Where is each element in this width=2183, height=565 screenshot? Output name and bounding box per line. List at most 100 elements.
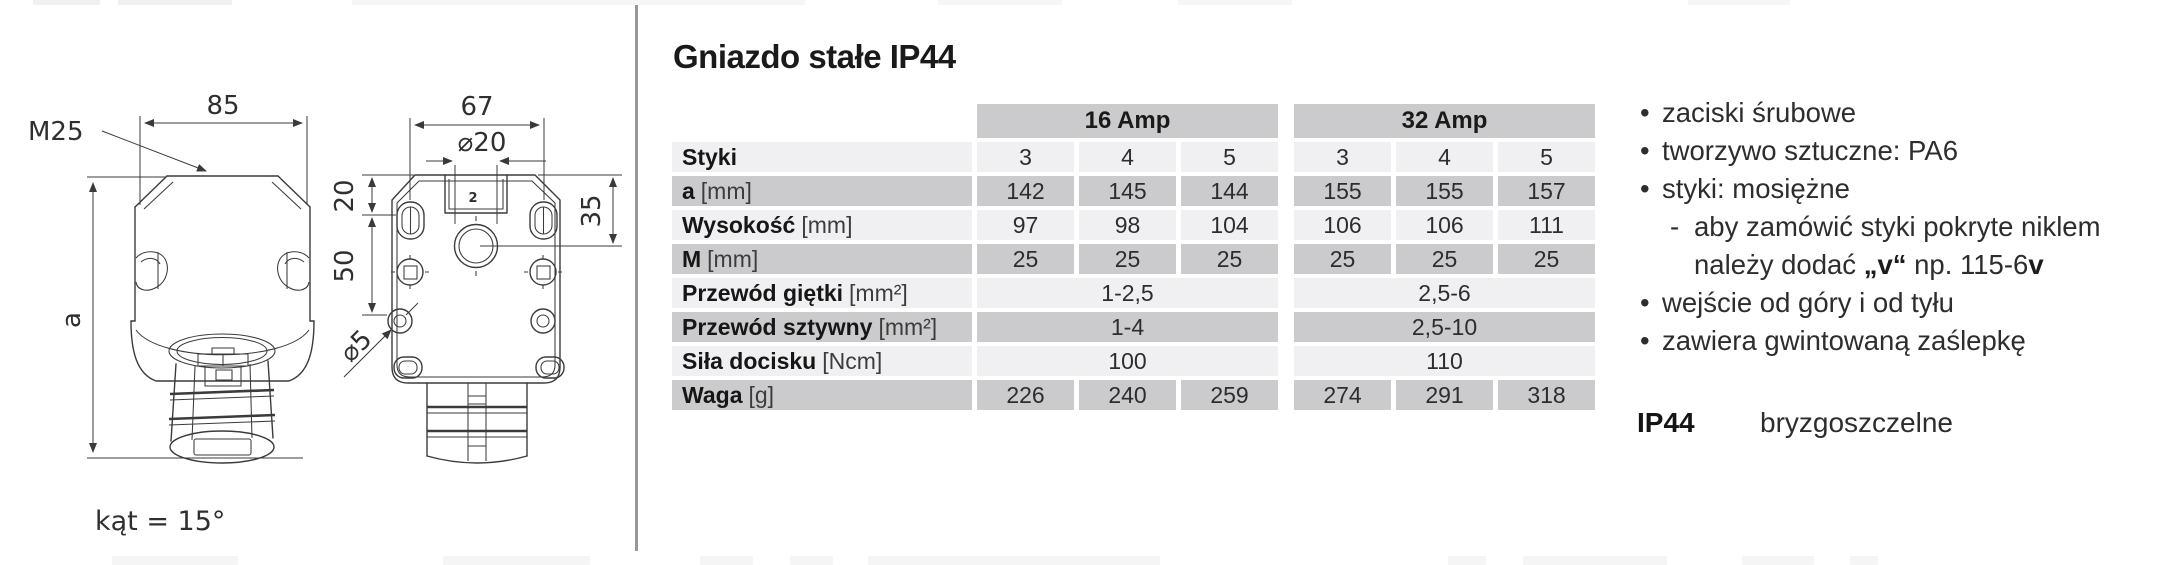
page-crop-artifact bbox=[112, 556, 238, 565]
dim-hole-label: ⌀20 bbox=[458, 128, 507, 158]
table-value-span: 2,5-10 bbox=[1294, 312, 1595, 342]
feature-text: wejście od góry i od tyłu bbox=[1662, 287, 1954, 318]
ip-code: IP44 bbox=[1637, 407, 1695, 438]
technical-drawings: 85 M25 bbox=[28, 91, 622, 537]
dim-width-label: 85 bbox=[206, 91, 239, 121]
table-value: 104 bbox=[1181, 210, 1278, 240]
table-row-styki: Styki 3 4 5 3 4 5 bbox=[672, 142, 1595, 172]
table-value-span: 110 bbox=[1294, 346, 1595, 376]
ip-rating: IP44 bryzgoszczelne bbox=[1637, 407, 1953, 439]
row-label: Wysokość [mm] bbox=[672, 210, 972, 240]
table-row-m: M [mm] 25 25 25 25 25 25 bbox=[672, 244, 1595, 274]
table-value: 97 bbox=[977, 210, 1074, 240]
table-row-przewod-gietki: Przewód giętki [mm²] 1-2,5 2,5-6 bbox=[672, 278, 1595, 308]
table-row-a: a [mm] 142 145 144 155 155 157 bbox=[672, 176, 1595, 206]
table-corner-cell bbox=[672, 104, 972, 138]
row-label: Styki bbox=[672, 142, 972, 172]
column-group-32amp: 32 Amp bbox=[1294, 104, 1595, 138]
dim-offset-right-label: 35 bbox=[577, 194, 607, 227]
bullet-icon: • bbox=[1640, 97, 1650, 128]
dim-offset-mid-label: 50 bbox=[330, 249, 360, 282]
mold-mark: 2 bbox=[468, 191, 477, 206]
dim-offset-top-label: 20 bbox=[330, 179, 360, 212]
dash-icon: - bbox=[1670, 211, 1680, 242]
table-row-wysokosc: Wysokość [mm] 97 98 104 106 106 111 bbox=[672, 210, 1595, 240]
table-value: 274 bbox=[1294, 380, 1391, 410]
table-value: 25 bbox=[1181, 244, 1278, 274]
table-value: 240 bbox=[1079, 380, 1176, 410]
table-value: 145 bbox=[1079, 176, 1176, 206]
table-value: 4 bbox=[1396, 142, 1493, 172]
bullet-icon: • bbox=[1640, 135, 1650, 166]
table-value: 157 bbox=[1498, 176, 1595, 206]
ip-description: bryzgoszczelne bbox=[1760, 407, 1953, 438]
table-value: 25 bbox=[1079, 244, 1176, 274]
page-crop-artifact bbox=[118, 0, 232, 5]
table-value: 25 bbox=[1294, 244, 1391, 274]
table-value: 106 bbox=[1396, 210, 1493, 240]
table-row-przewod-sztywny: Przewód sztywny [mm²] 1-4 2,5-10 bbox=[672, 312, 1595, 342]
column-group-16amp: 16 Amp bbox=[977, 104, 1278, 138]
row-label: Przewód sztywny [mm²] bbox=[672, 312, 972, 342]
feature-list: • zaciski śrubowe • tworzywo sztuczne: P… bbox=[1640, 94, 2183, 360]
drawing-front-view: 85 M25 bbox=[28, 91, 315, 537]
page-crop-artifact bbox=[1448, 556, 1486, 565]
page-title: Gniazdo stałe IP44 bbox=[673, 38, 956, 76]
page-crop-artifact bbox=[938, 0, 1062, 5]
table-row-sila-docisku: Siła docisku [Ncm] 100 110 bbox=[672, 346, 1595, 376]
thread-size-label: M25 bbox=[28, 117, 84, 147]
angle-note: kąt = 15° bbox=[95, 506, 225, 537]
drawing-back-view: 67 ⌀20 20 50 35 ⌀5 bbox=[330, 92, 622, 464]
table-value: 155 bbox=[1294, 176, 1391, 206]
feature-item: • zaciski śrubowe bbox=[1640, 94, 2183, 132]
table-value-span: 1-2,5 bbox=[977, 278, 1278, 308]
feature-text: styki: mosiężne bbox=[1662, 173, 1850, 204]
page-crop-artifact bbox=[1523, 556, 1667, 565]
table-value: 111 bbox=[1498, 210, 1595, 240]
table-value: 155 bbox=[1396, 176, 1493, 206]
feature-item: • styki: mosiężne bbox=[1640, 170, 2183, 208]
page-crop-artifact bbox=[868, 556, 1160, 565]
page-crop-artifact bbox=[790, 556, 833, 565]
feature-text: zaciski śrubowe bbox=[1662, 97, 1857, 128]
feature-text: tworzywo sztuczne: PA6 bbox=[1662, 135, 1958, 166]
row-label: Waga [g] bbox=[672, 380, 972, 410]
table-value: 144 bbox=[1181, 176, 1278, 206]
table-value: 259 bbox=[1181, 380, 1278, 410]
table-value-span: 1-4 bbox=[977, 312, 1278, 342]
table-value: 226 bbox=[977, 380, 1074, 410]
table-value: 5 bbox=[1181, 142, 1278, 172]
table-value-span: 100 bbox=[977, 346, 1278, 376]
table-value-span: 2,5-6 bbox=[1294, 278, 1595, 308]
feature-item: • wejście od góry i od tyłu bbox=[1640, 284, 2183, 322]
table-value: 3 bbox=[977, 142, 1074, 172]
dim-height-label: a bbox=[57, 312, 87, 328]
table-header-row: 16 Amp 32 Amp bbox=[672, 104, 1595, 138]
page-crop-artifact bbox=[1850, 556, 1878, 565]
feature-subitem: - aby zamówić styki pokryte niklem należ… bbox=[1640, 208, 2183, 284]
row-label: a [mm] bbox=[672, 176, 972, 206]
bullet-icon: • bbox=[1640, 173, 1650, 204]
section-divider bbox=[635, 5, 638, 551]
table-value: 25 bbox=[1396, 244, 1493, 274]
table-value: 25 bbox=[1498, 244, 1595, 274]
row-label: Przewód giętki [mm²] bbox=[672, 278, 972, 308]
dim-width-label: 67 bbox=[460, 92, 493, 122]
page-crop-artifact bbox=[443, 556, 590, 565]
page-crop-artifact bbox=[1742, 556, 1814, 565]
table-value: 25 bbox=[977, 244, 1074, 274]
row-label: M [mm] bbox=[672, 244, 972, 274]
dim-small-hole-label: ⌀5 bbox=[334, 324, 378, 368]
table-value: 142 bbox=[977, 176, 1074, 206]
page-crop-artifact bbox=[1178, 0, 1292, 5]
spec-table: 16 Amp 32 Amp Styki 3 4 5 3 4 5 a [mm] 14… bbox=[672, 104, 1595, 414]
feature-text: zawiera gwintowaną zaślepkę bbox=[1662, 325, 2026, 356]
feature-item: • tworzywo sztuczne: PA6 bbox=[1640, 132, 2183, 170]
bullet-icon: • bbox=[1640, 325, 1650, 356]
row-label: Siła docisku [Ncm] bbox=[672, 346, 972, 376]
table-value: 98 bbox=[1079, 210, 1176, 240]
page-crop-artifact bbox=[700, 556, 753, 565]
page-crop-artifact bbox=[352, 0, 805, 5]
feature-item: • zawiera gwintowaną zaślepkę bbox=[1640, 322, 2183, 360]
